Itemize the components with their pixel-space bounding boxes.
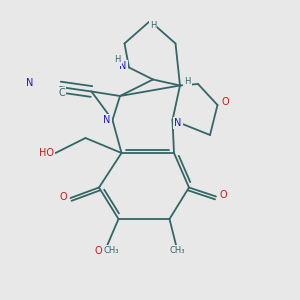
Text: C: C xyxy=(58,88,65,98)
Text: O: O xyxy=(221,97,229,107)
Text: N: N xyxy=(103,115,111,125)
Text: O: O xyxy=(220,190,227,200)
Text: CH₃: CH₃ xyxy=(104,246,119,255)
Text: HO: HO xyxy=(39,148,54,158)
Text: N: N xyxy=(119,61,127,71)
Text: CH₃: CH₃ xyxy=(169,246,185,255)
Text: H: H xyxy=(150,21,156,30)
Text: N: N xyxy=(174,118,182,128)
Text: O: O xyxy=(94,245,102,256)
Text: H: H xyxy=(184,76,191,85)
Text: H: H xyxy=(114,56,121,64)
Text: O: O xyxy=(59,191,67,202)
Text: N: N xyxy=(26,77,34,88)
